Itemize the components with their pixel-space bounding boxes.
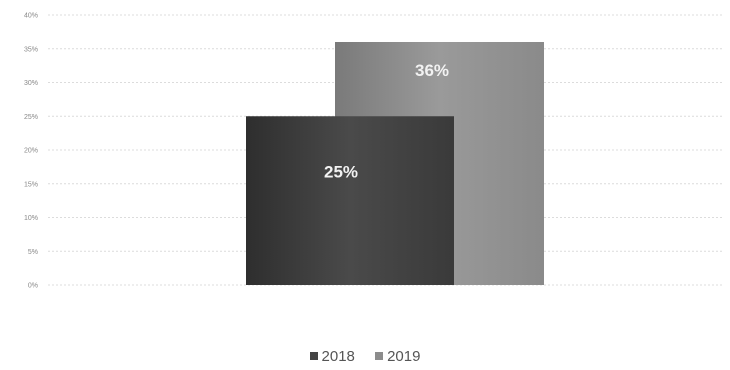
legend-label-2018: 2018 (321, 348, 355, 365)
legend-item-2018: 2018 (309, 348, 355, 365)
data-label-2019: 36% (415, 61, 449, 80)
bars (246, 42, 544, 285)
y-tick-label: 0% (28, 283, 38, 290)
y-tick-label: 40% (24, 13, 38, 20)
y-tick-label: 5% (28, 249, 38, 256)
y-tick-label: 35% (24, 46, 38, 53)
legend-swatch-2018 (309, 352, 318, 360)
y-axis-ticks: 0% 5% 10% 15% 20% 25% 30% 35% 40% (24, 13, 38, 290)
legend-item-2019: 2019 (375, 348, 420, 365)
y-tick-label: 25% (24, 114, 38, 121)
bar-2018 (246, 116, 454, 285)
legend-swatch-2019 (375, 352, 384, 360)
data-label-2018: 25% (324, 162, 358, 181)
data-labels: 25% 36% (324, 61, 449, 181)
y-tick-label: 15% (24, 181, 38, 188)
legend: 2018 2019 (0, 348, 730, 365)
legend-label-2019: 2019 (387, 348, 421, 365)
y-tick-label: 10% (24, 215, 38, 222)
y-tick-label: 20% (24, 148, 38, 155)
y-tick-label: 30% (24, 80, 38, 87)
